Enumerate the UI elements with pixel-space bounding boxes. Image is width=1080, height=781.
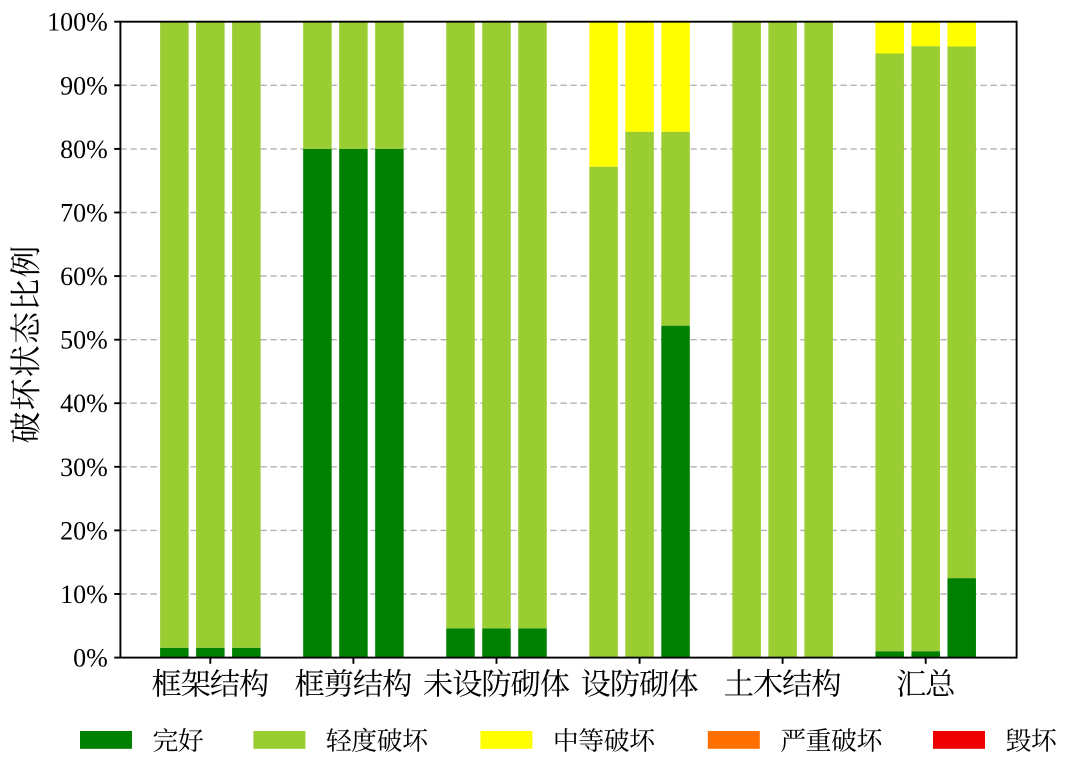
svg-text:40%: 40%	[60, 389, 108, 418]
svg-text:90%: 90%	[60, 71, 108, 100]
svg-text:70%: 70%	[60, 199, 108, 228]
svg-text:30%: 30%	[60, 453, 108, 482]
svg-text:0%: 0%	[73, 644, 108, 673]
svg-text:80%: 80%	[60, 135, 108, 164]
svg-text:50%: 50%	[60, 326, 108, 355]
svg-text:10%: 10%	[60, 580, 108, 609]
svg-text:60%: 60%	[60, 262, 108, 291]
svg-text:100%: 100%	[47, 8, 108, 37]
svg-text:20%: 20%	[60, 516, 108, 545]
